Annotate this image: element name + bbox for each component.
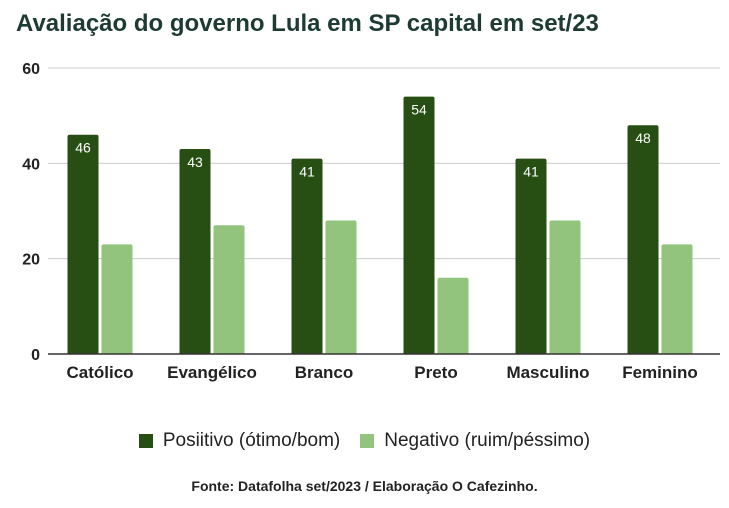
bar (627, 125, 659, 354)
bar (213, 225, 245, 354)
x-tick-label: Preto (414, 363, 457, 382)
bar-chart: 0 20 40 60 46 Católico 43 Evangélico 41 Branco 54 P… (22, 61, 720, 382)
legend-label-positive: Posiitivo (ótimo/bom) (162, 430, 341, 451)
legend-swatch-positive (138, 434, 153, 448)
x-tick-label: Católico (66, 363, 133, 382)
legend-item-positive[interactable]: Posiitivo (ótimo/bom) (138, 430, 341, 452)
y-tick-label: 40 (22, 156, 40, 173)
data-label: 46 (75, 140, 91, 156)
x-tick-label: Evangélico (167, 363, 257, 382)
chart-title: Avaliação do governo Lula em SP capital … (16, 10, 599, 37)
x-tick-label: Masculino (506, 363, 589, 382)
y-tick-label: 0 (31, 347, 40, 364)
legend-swatch-negative (360, 434, 375, 448)
bar (515, 158, 547, 354)
bar (101, 244, 133, 354)
y-tick-label: 20 (22, 252, 40, 269)
legend-label-negative: Negativo (ruim/péssimo) (384, 430, 591, 451)
x-tick-label: Branco (295, 363, 354, 382)
x-tick-label: Feminino (622, 363, 698, 382)
data-label: 54 (411, 102, 427, 118)
bar (403, 96, 435, 354)
bar (325, 220, 357, 354)
legend-item-negative[interactable]: Negativo (ruim/péssimo) (360, 430, 590, 452)
legend: Posiitivo (ótimo/bom) Negativo (ruim/pés… (0, 430, 729, 452)
bar (437, 277, 469, 354)
data-label: 43 (187, 154, 203, 170)
bar (661, 244, 693, 354)
bar (549, 220, 581, 354)
data-label: 41 (523, 164, 539, 180)
bar (179, 149, 211, 354)
bar (67, 134, 99, 354)
y-tick-label: 60 (22, 61, 40, 78)
bar (291, 158, 323, 354)
source-note: Fonte: Datafolha set/2023 / Elaboração O… (191, 478, 538, 494)
data-label: 48 (635, 130, 651, 146)
data-label: 41 (299, 164, 315, 180)
